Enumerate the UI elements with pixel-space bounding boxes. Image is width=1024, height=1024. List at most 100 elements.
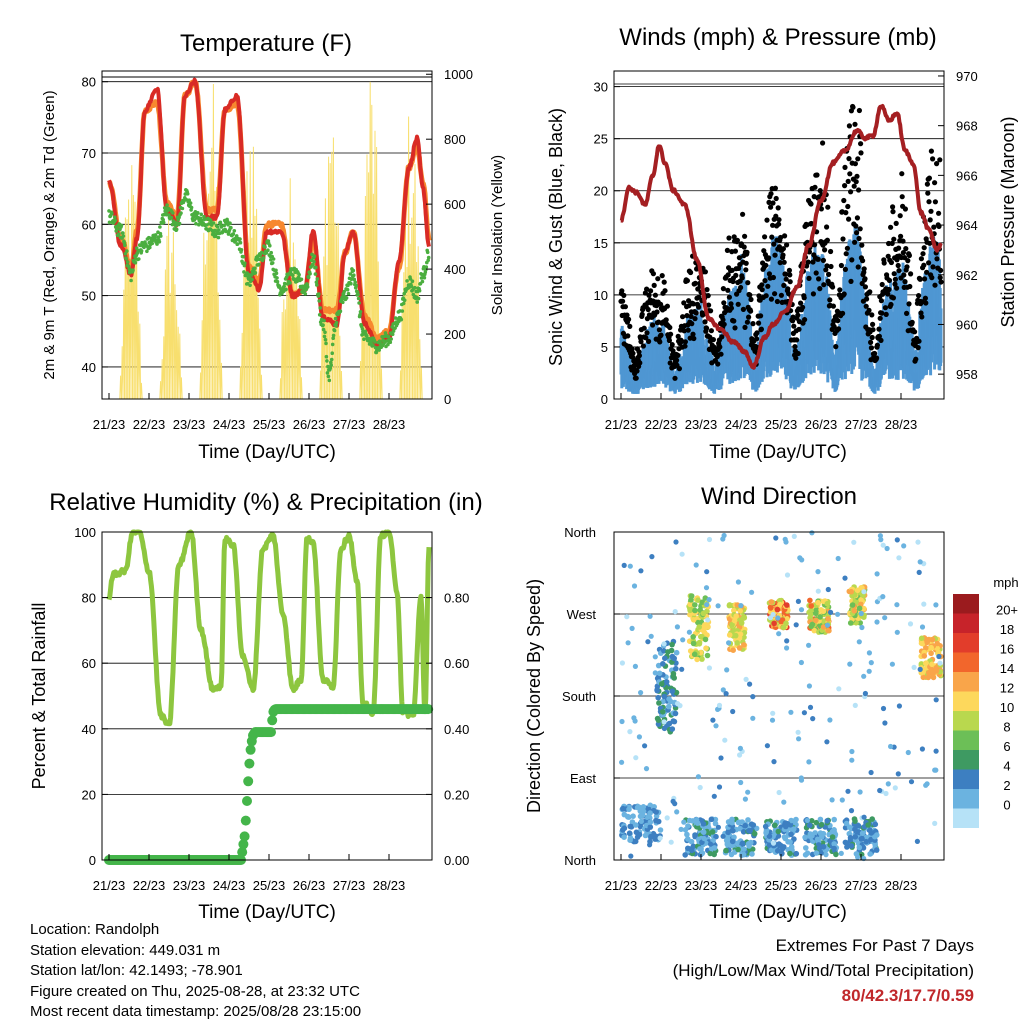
gust-point [729, 267, 735, 273]
gust-point [662, 288, 668, 294]
direction-point [704, 652, 711, 659]
gust-point [909, 319, 915, 325]
dewpoint-point [326, 374, 331, 379]
direction-point [918, 661, 925, 667]
gust-point [795, 312, 801, 318]
solar-spike [288, 178, 292, 400]
gust-point [801, 295, 807, 301]
direction-point [692, 602, 698, 608]
gust-point [742, 324, 748, 330]
x-tick-label: 26/23 [805, 417, 838, 432]
direction-point [914, 838, 921, 845]
direction-point [633, 822, 639, 828]
gust-point [890, 204, 896, 210]
dewpoint-point [321, 323, 325, 327]
direction-point [657, 835, 663, 841]
solar-spike [335, 226, 338, 400]
gust-point [728, 301, 734, 307]
direction-point [798, 775, 804, 781]
direction-point [825, 616, 831, 622]
gust-point [923, 300, 929, 306]
precip-point [267, 715, 278, 726]
gust-point [747, 292, 753, 298]
gust-point [783, 276, 789, 282]
temperature-plot-frame [101, 70, 433, 400]
solar-spike [296, 316, 300, 400]
direction-point [647, 802, 654, 809]
speed-legend-label: 16 [1000, 642, 1014, 657]
direction-point [848, 843, 855, 849]
direction-point [885, 781, 891, 787]
dewpoint-point [322, 334, 327, 339]
direction-point [739, 840, 746, 847]
dewpoint-point [145, 249, 149, 254]
x-tick-label: 24/23 [725, 417, 758, 432]
gust-point [636, 349, 642, 355]
dewpoint-point [266, 248, 270, 252]
direction-point [629, 625, 635, 632]
speed-legend: mph 20+ 18 16 14 12 10 8 6 4 2 0 [953, 575, 1019, 828]
dewpoint-point [386, 334, 391, 339]
dewpoint-point [250, 277, 254, 282]
direction-point [741, 846, 747, 852]
dewpoint-point [399, 317, 404, 322]
direction-point [626, 814, 632, 820]
gust-point [643, 335, 649, 341]
x-tick-label: 25/23 [253, 417, 286, 432]
direction-point [855, 854, 861, 860]
direction-point [627, 835, 634, 841]
direction-point [769, 717, 776, 723]
gust-point [732, 325, 738, 331]
direction-point [685, 836, 691, 842]
direction-point [814, 836, 821, 842]
direction-point [662, 655, 668, 662]
y-tick-label: West [567, 607, 597, 622]
x-tick-label: 24/23 [213, 878, 246, 893]
solar-spike [413, 163, 417, 400]
gust-point [912, 329, 918, 335]
gust-point [637, 360, 643, 366]
gust-point [724, 247, 731, 253]
gust-point [790, 314, 796, 320]
gust-point [682, 339, 689, 345]
direction-point [865, 822, 871, 828]
direction-point [690, 640, 697, 647]
direction-point [692, 832, 698, 838]
y-tick-label: North [564, 525, 596, 540]
gust-point [768, 204, 774, 210]
gust-point [644, 330, 650, 336]
gust-point [924, 181, 931, 187]
direction-point [750, 715, 756, 721]
dewpoint-point [422, 275, 427, 280]
direction-point [692, 607, 698, 614]
solar-spike [248, 151, 252, 400]
direction-point [698, 633, 704, 640]
humidity-plot-frame [101, 531, 433, 861]
gust-point [621, 292, 627, 298]
gust-point [786, 267, 793, 273]
gust-point [744, 319, 751, 325]
direction-point [694, 820, 701, 826]
direction-point [649, 554, 655, 560]
dewpoint-point [419, 276, 424, 280]
gust-point [772, 291, 778, 297]
dewpoint-point [137, 257, 141, 261]
solar-spike [216, 292, 220, 400]
direction-point [848, 808, 855, 814]
gust-point [905, 258, 911, 264]
gust-point [934, 256, 940, 262]
gust-point [693, 310, 699, 316]
y-right-tick-label: 0.80 [444, 591, 469, 606]
direction-point [823, 852, 829, 858]
dewpoint-point [243, 261, 247, 266]
extremes-subtitle: (High/Low/Max Wind/Total Precipitation) [672, 961, 974, 980]
gust-point [748, 296, 754, 303]
direction-point [655, 717, 662, 723]
precip-point [238, 839, 249, 850]
gust-point [814, 172, 820, 178]
gust-point [766, 199, 772, 205]
direction-point [647, 810, 653, 816]
y-tick-label: 70 [82, 146, 96, 161]
direction-point [687, 648, 694, 654]
solar-spike [260, 374, 263, 400]
